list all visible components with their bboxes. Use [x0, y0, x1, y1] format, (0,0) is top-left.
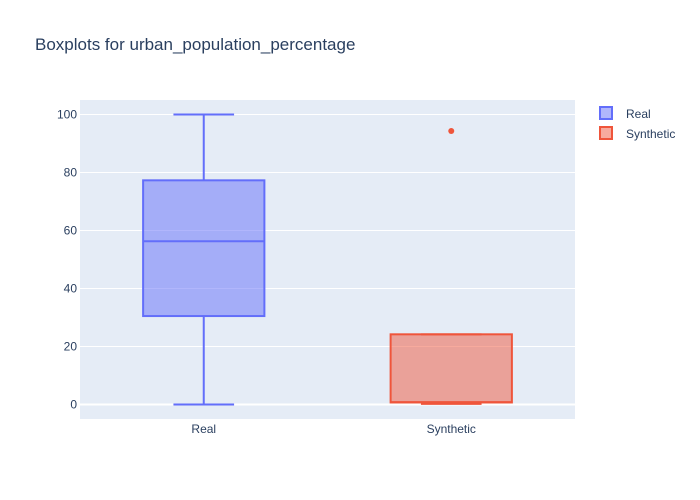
legend[interactable]: Real Synthetic	[599, 106, 675, 141]
box-real	[142, 113, 266, 406]
x-tick-label: Real	[191, 422, 216, 436]
chart-title: Boxplots for urban_population_percentage	[35, 35, 355, 54]
x-tick-label: Synthetic	[427, 422, 476, 436]
iqr-box	[389, 333, 513, 404]
y-axis-ticks: 0 20 40 60 80 100	[57, 108, 77, 412]
box-synthetic	[389, 128, 513, 405]
x-axis-ticks: Real Synthetic	[191, 422, 476, 436]
boxes	[142, 113, 513, 406]
y-tick-label: 100	[57, 108, 77, 122]
y-tick-label: 80	[64, 166, 78, 180]
y-tick-label: 0	[70, 398, 77, 412]
y-tick-label: 20	[64, 340, 78, 354]
legend-label: Real	[626, 107, 651, 121]
y-tick-label: 60	[64, 224, 78, 238]
y-tick-label: 40	[64, 282, 78, 296]
iqr-box	[142, 179, 266, 318]
legend-swatch	[599, 106, 613, 120]
legend-item-real[interactable]: Real	[599, 106, 651, 121]
legend-label: Synthetic	[626, 127, 675, 141]
legend-swatch	[599, 126, 613, 140]
outlier-point	[448, 128, 455, 135]
legend-item-synthetic[interactable]: Synthetic	[599, 126, 675, 141]
